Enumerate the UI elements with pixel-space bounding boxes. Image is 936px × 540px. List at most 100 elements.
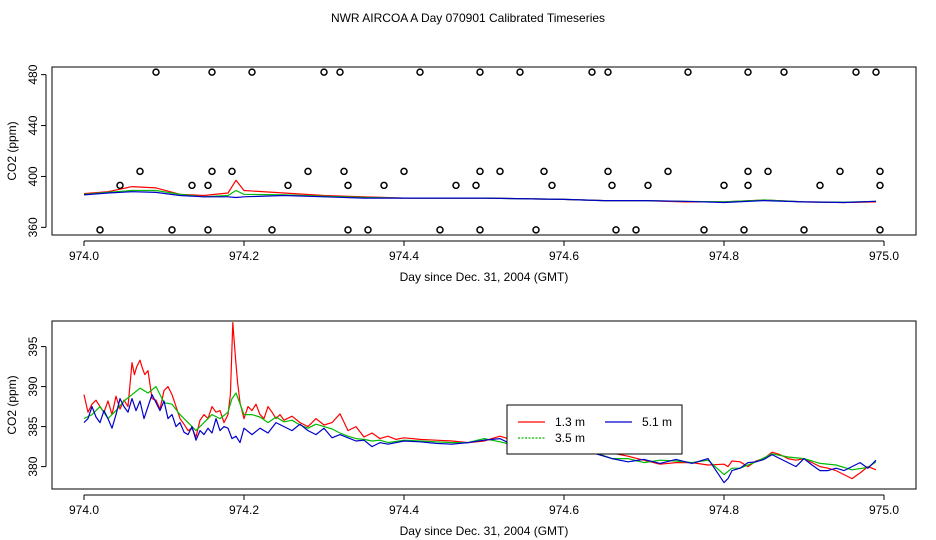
legend-box: [506, 404, 683, 455]
outlier-point: [836, 167, 844, 176]
outlier-point: [644, 181, 652, 190]
top-plot-lines: [83, 179, 877, 204]
legend-label-3-5m: 3.5 m: [555, 431, 585, 445]
outlier-point: [336, 68, 344, 76]
top-x-tick-label: 975.0: [869, 249, 899, 263]
outlier-point: [872, 68, 880, 76]
top-x-axis-label: Day since Dec. 31, 2004 (GMT): [400, 270, 569, 284]
bottom-series-1-3-m: [83, 322, 877, 480]
outlier-point: [364, 226, 372, 234]
top-x-tick-label: 974.6: [549, 249, 579, 263]
top-plot-outliers: [96, 68, 884, 234]
outlier-point: [320, 68, 328, 76]
outlier-point: [248, 68, 256, 76]
outlier-point: [744, 181, 752, 190]
outlier-point: [532, 226, 540, 234]
outlier-point: [876, 181, 884, 190]
bottom-y-tick-label: 385: [26, 416, 40, 436]
outlier-point: [516, 68, 524, 76]
outlier-point: [400, 167, 408, 176]
outlier-point: [744, 167, 752, 176]
top-y-tick-label: 360: [26, 217, 40, 237]
outlier-point: [744, 68, 752, 76]
outlier-point: [684, 68, 692, 76]
top-x-tick-label: 974.8: [709, 249, 739, 263]
bottom-x-tick-label: 974.0: [69, 503, 99, 517]
outlier-point: [720, 181, 728, 190]
outlier-point: [476, 167, 484, 176]
top-series-1-3-m: [83, 179, 877, 204]
outlier-point: [876, 226, 884, 234]
outlier-point: [476, 226, 484, 234]
outlier-point: [604, 68, 612, 76]
bottom-y-tick-label: 395: [26, 336, 40, 356]
outlier-point: [608, 181, 616, 190]
outlier-point: [208, 167, 216, 176]
outlier-point: [416, 68, 424, 76]
outlier-point: [764, 167, 772, 176]
bottom-series-5-1-m: [83, 394, 877, 484]
top-x-tick-label: 974.0: [69, 249, 99, 263]
bottom-x-tick-label: 974.4: [389, 503, 419, 517]
outlier-point: [540, 167, 548, 176]
outlier-point: [740, 226, 748, 234]
top-panel: 974.0 974.2 974.4 974.6 974.8 975.0 360 400 440…: [5, 64, 917, 284]
outlier-point: [588, 68, 596, 76]
legend-label-1-3m: 1.3 m: [555, 415, 585, 429]
outlier-point: [496, 167, 504, 176]
top-x-tick-label: 974.4: [389, 249, 419, 263]
legend: 1.3 m 5.1 m 3.5 m: [506, 404, 683, 455]
outlier-point: [612, 226, 620, 234]
outlier-point: [852, 68, 860, 76]
outlier-point: [472, 181, 480, 190]
outlier-point: [136, 167, 144, 176]
bottom-x-tick-label: 974.2: [229, 503, 259, 517]
outlier-point: [168, 226, 176, 234]
outlier-point: [632, 226, 640, 234]
outlier-point: [204, 181, 212, 190]
top-y-axis-label: CO2 (ppm): [5, 121, 19, 180]
bottom-plot-lines: [83, 322, 877, 484]
outlier-point: [800, 226, 808, 234]
bottom-x-tick-label: 975.0: [869, 503, 899, 517]
outlier-point: [664, 167, 672, 176]
top-y-tick-label: 440: [26, 115, 40, 135]
bottom-y-tick-label: 390: [26, 376, 40, 396]
outlier-point: [380, 181, 388, 190]
top-y-tick-label: 400: [26, 166, 40, 186]
outlier-point: [284, 181, 292, 190]
outlier-point: [344, 226, 352, 234]
legend-label-5-1m: 5.1 m: [642, 415, 672, 429]
bottom-x-tick-label: 974.6: [549, 503, 579, 517]
outlier-point: [344, 181, 352, 190]
outlier-point: [188, 181, 196, 190]
outlier-point: [700, 226, 708, 234]
outlier-point: [876, 167, 884, 176]
bottom-panel: 974.0 974.2 974.4 974.6 974.8 975.0 380 385 390…: [5, 320, 917, 538]
top-plot-frame: [51, 66, 917, 236]
outlier-point: [436, 226, 444, 234]
outlier-point: [96, 226, 104, 234]
bottom-x-tick-label: 974.8: [709, 503, 739, 517]
outlier-point: [548, 181, 556, 190]
outlier-point: [780, 68, 788, 76]
outlier-point: [340, 167, 348, 176]
outlier-point: [228, 167, 236, 176]
top-y-axis: 360 400 440 480: [26, 64, 47, 237]
bottom-y-tick-label: 380: [26, 456, 40, 476]
outlier-point: [452, 181, 460, 190]
bottom-x-axis-label: Day since Dec. 31, 2004 (GMT): [400, 524, 569, 538]
outlier-point: [476, 68, 484, 76]
bottom-y-axis-label: CO2 (ppm): [5, 375, 19, 434]
bottom-y-axis: 380 385 390 395: [26, 336, 47, 477]
outlier-point: [116, 181, 124, 190]
bottom-x-axis: 974.0 974.2 974.4 974.6 974.8 975.0: [69, 494, 899, 517]
outlier-point: [204, 226, 212, 234]
top-x-axis: 974.0 974.2 974.4 974.6 974.8 975.0: [69, 240, 899, 263]
outlier-point: [304, 167, 312, 176]
outlier-point: [152, 68, 160, 76]
figure-title: NWR AIRCOA A Day 070901 Calibrated Times…: [331, 11, 605, 25]
outlier-point: [208, 68, 216, 76]
outlier-point: [268, 226, 276, 234]
